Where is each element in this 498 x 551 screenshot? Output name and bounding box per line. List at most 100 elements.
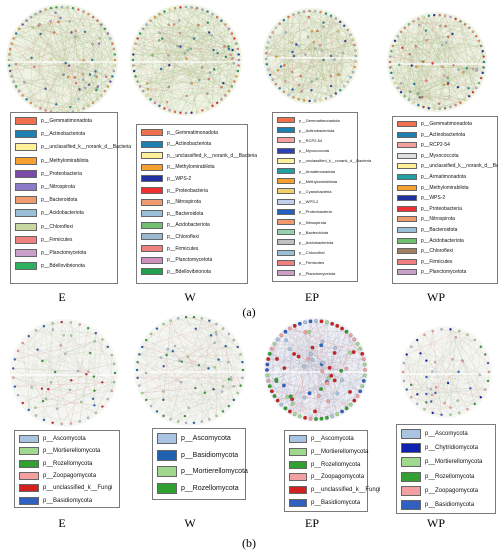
panel-a-network-e [0,0,124,122]
legend-swatch [141,175,163,182]
legend-label: p__unclassified_k__norank_d__Bacteria [167,153,257,159]
legend-item: p__unclassified_k__norank_d__Bacteria [137,152,247,159]
legend-label: p__Mortierellomycota [181,468,248,475]
legend-item: p__Basidiomycota [285,499,367,507]
legend-swatch [289,461,307,469]
legend-label: p__Nitrospirota [421,216,455,222]
legend-label: p__Acidobacteriota [421,238,464,244]
legend-swatch [277,250,295,256]
legend-label: p__Ascomycota [311,436,354,442]
legend-item: p__Bacteroidota [137,210,247,217]
legend-swatch [397,238,417,244]
legend-swatch [277,199,295,205]
legend-item: p__Acidobacteriota [11,209,117,217]
legend-item: p__unclassified_k__Fungi [15,484,119,492]
legend-label: p__Firmicutes [421,259,452,265]
legend-swatch [15,170,37,178]
legend-item: p__Rozellomycota [285,461,367,469]
legend-item: p__Proteobacteria [393,206,497,212]
legend-item: p__Mortierellomycota [285,448,367,456]
legend-swatch [15,236,37,244]
legend-swatch [397,163,417,169]
legend-swatch [401,457,421,467]
legend-label: p__Basidiomycota [425,502,474,508]
legend-swatch [157,466,177,477]
legend-label: p__WPS-2 [421,195,445,201]
legend-label: p__Bacteroidota [167,211,203,217]
legend-swatch [277,127,295,133]
legend-item: p__Basidiomycota [15,497,119,505]
legend-item: p__Planctomycetota [11,249,117,257]
legend-label: p__Bacteroidota [421,227,457,233]
legend-label: p__Armatimonadota [299,169,335,174]
panel-b-network-e [4,313,124,433]
legend-swatch [277,219,295,225]
legend-item: p__Rozellomycota [397,472,495,482]
legend-label: p__unclassified_k__Fungi [43,485,112,491]
legend-swatch [397,259,417,265]
panel-b-legend-ep: p__Ascomycota p__Mortierellomycota p__Roze… [284,430,368,512]
legend-label: p__unclassified_k__Fungi [311,487,380,493]
legend-item: p__WPS-2 [137,175,247,182]
legend-item: p__Bdellovibrionota [11,262,117,270]
network-caption: WP [416,290,456,305]
panel-b-legend-e: p__Ascomycota p__Mortierellomycota p__Roze… [14,430,120,508]
legend-item: p__Firmicutes [273,260,357,266]
legend-label: p__Actinobacteriota [421,132,465,138]
legend-item: p__Nitrospirota [273,219,357,225]
legend-item: p__Ascomycota [285,435,367,443]
legend-swatch [397,206,417,212]
legend-item: p__Planctomycetota [393,269,497,275]
legend-label: p__Actinobacteriota [41,131,85,137]
legend-label: p__Nitrospirota [41,184,75,190]
legend-swatch [397,174,417,180]
legend-swatch [15,262,37,270]
panel-b-network-ep [258,312,374,428]
legend-swatch [277,137,295,143]
legend-label: p__Planctomycetota [421,269,466,275]
legend-label: p__Rozellomycota [43,461,92,467]
legend-label: p__Firmicutes [41,237,72,243]
legend-label: p__Myxococcota [421,153,459,159]
network-caption: EP [292,516,332,531]
legend-swatch [397,132,417,138]
network-caption: WP [416,516,456,531]
legend-item: p__Chloroflexi [11,223,117,231]
legend-swatch [157,483,177,494]
legend-item: p__Firmicutes [137,245,247,252]
legend-item: p__Mortierellomycota [15,447,119,455]
legend-label: p__Proteobacteria [421,206,462,212]
legend-label: p__Planctomycetota [41,250,86,256]
legend-label: p__Ascomycota [425,431,468,437]
legend-item: p__Armatimonadota [393,174,497,180]
legend-item: p__Chytridiomycota [397,443,495,453]
legend-label: p__unclassified_k__norank_d__Bacteria [299,158,371,163]
legend-label: p__Rozellomycota [425,474,474,480]
legend-item: p__Proteobacteria [273,209,357,215]
legend-item: p__Firmicutes [393,259,497,265]
legend-label: p__Ascomycota [43,436,86,442]
panel-b-network-wp [394,320,498,424]
legend-label: p__Chloroflexi [167,234,199,240]
legend-label: p__Acidobacteriota [167,222,210,228]
legend-swatch [277,158,295,164]
legend-label: p__Actinobacteriota [299,128,334,133]
legend-item: p__Mortierellomycota [397,457,495,467]
legend-label: p__Rozellomycota [181,485,239,492]
legend-swatch [289,499,307,507]
legend-label: p__unclassified_k__norank_d__Bacteria [421,163,498,169]
network-caption: E [42,290,82,305]
panel-a-network-wp [381,6,493,118]
legend-item: p__Nitrospirota [11,183,117,191]
legend-swatch [141,187,163,194]
network-caption: W [170,290,210,305]
legend-swatch [401,429,421,439]
legend-swatch [277,239,295,245]
legend-label: p__Acidobacteriota [41,210,84,216]
legend-item: p__Armatimonadota [273,168,357,174]
legend-item: p__Basidiomycota [397,500,495,510]
legend-item: p__Ascomycota [397,429,495,439]
legend-item: p__Rozellomycota [153,483,245,494]
